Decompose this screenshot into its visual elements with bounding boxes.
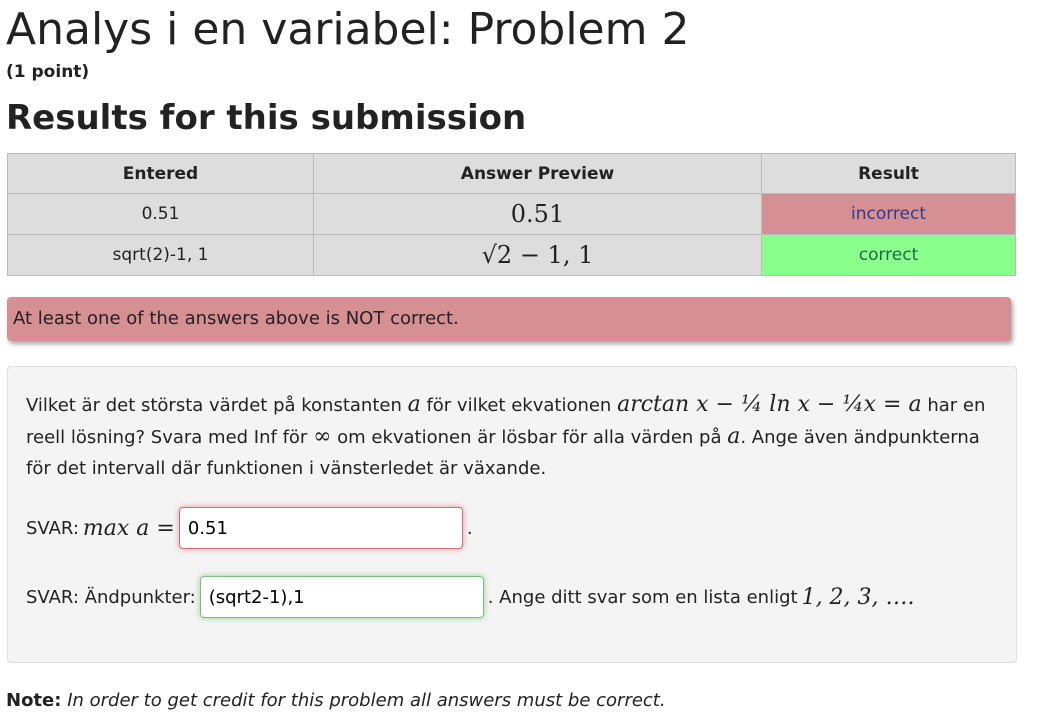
cell: √2 − 1, 1: [313, 234, 762, 276]
math: arctan x − ¼ ln x − ¼x = a: [617, 392, 922, 417]
label: SVAR:: [26, 517, 79, 539]
problem-box: Vilket är det största värdet på konstant…: [7, 366, 1017, 663]
cell: correct: [761, 234, 1016, 276]
answer-input[interactable]: [199, 576, 484, 618]
results-table: Entered Answer Preview Result 0.51 0.51 …: [7, 153, 1016, 276]
text: . Ange ditt svar som en lista enligt: [487, 586, 798, 608]
text: om ekvationen är lösbar för alla värden …: [331, 427, 728, 448]
note-label: Note:: [6, 690, 62, 711]
title: Analys i en variabel: Problem 2: [6, 4, 690, 55]
row: 0.51 0.51 incorrect: [7, 193, 1016, 235]
cell: incorrect: [761, 193, 1016, 235]
answer-row: SVAR: Ändpunkter: . Ange ditt svar som e…: [26, 576, 915, 618]
results-heading: Results for this submission: [6, 98, 527, 138]
math: 1, 2, 3, ….: [801, 584, 915, 610]
column-header: Entered: [7, 153, 314, 194]
text: för vilket ekvationen: [420, 395, 618, 416]
text: har en reell lösning? Svara med Inf för: [26, 395, 986, 448]
text: Vilket är det största värdet på konstant…: [26, 395, 408, 416]
cell: sqrt(2)-1, 1: [7, 234, 314, 276]
cell: 0.51: [7, 193, 314, 235]
label: SVAR: Ändpunkter:: [26, 586, 196, 608]
question: Vilket är det största värdet på konstant…: [26, 389, 986, 484]
header-row: Entered Answer Preview Result: [7, 153, 1016, 194]
column-header: Result: [761, 153, 1016, 194]
note-text: In order to get credit for this problem …: [67, 690, 666, 711]
row: sqrt(2)-1, 1 √2 − 1, 1 correct: [7, 234, 1016, 276]
points: (1 point): [6, 62, 90, 82]
math: a: [727, 424, 741, 449]
alert: At least one of the answers above is NOT…: [7, 297, 1011, 341]
text: .: [466, 517, 473, 539]
note: Note: In order to get credit for this pr…: [6, 690, 666, 711]
text: . Ange även ändpunkterna för det interva…: [26, 427, 980, 479]
math: a: [407, 392, 421, 417]
math: ∞: [313, 424, 332, 449]
answer-row: SVAR: max a = .: [26, 507, 473, 549]
answer-input[interactable]: [178, 507, 463, 549]
cell: 0.51: [313, 193, 762, 235]
math: max a =: [82, 515, 175, 541]
column-header: Answer Preview: [313, 153, 762, 194]
